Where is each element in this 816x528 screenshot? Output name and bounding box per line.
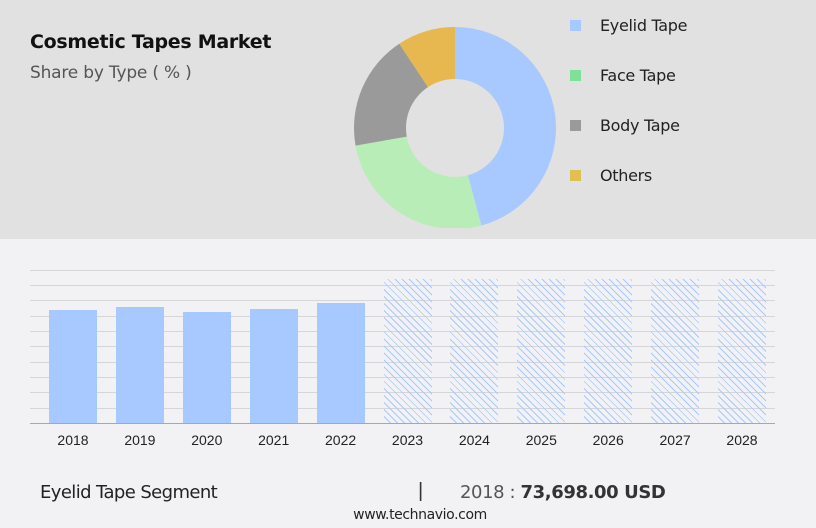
share-panel: Cosmetic Tapes Market Share by Type ( % … [0, 0, 816, 239]
forecast-bar-2028[interactable] [718, 279, 766, 423]
segment-value: 2018 : 73,698.00 USD [460, 482, 666, 503]
legend-swatch [570, 19, 581, 31]
forecast-bar-2026[interactable] [584, 279, 633, 423]
forecast-bar-2027[interactable] [651, 279, 700, 423]
x-axis-label: 2018 [57, 432, 89, 448]
legend-swatch [570, 119, 581, 131]
separator: | [418, 480, 424, 502]
legend-label: Face Tape [600, 65, 676, 85]
legend-item-body-tape[interactable]: Body Tape [570, 114, 770, 136]
chart-title: Cosmetic Tapes Market [30, 31, 272, 53]
x-axis-label: 2025 [525, 432, 557, 448]
donut-slice-face-tape[interactable] [355, 136, 482, 228]
source-url: www.technavio.com [353, 507, 487, 523]
donut-slice-others[interactable] [399, 27, 455, 88]
bar-2019[interactable] [115, 307, 164, 423]
donut-slice-body-tape[interactable] [354, 43, 428, 146]
x-axis-label: 2024 [458, 432, 490, 448]
x-axis-label: 2021 [258, 432, 290, 448]
x-axis-label: 2019 [124, 432, 156, 448]
legend-label: Others [600, 165, 652, 185]
bar-2020[interactable] [182, 312, 231, 423]
legend-label: Eyelid Tape [600, 15, 688, 35]
x-axis-label: 2023 [391, 432, 424, 448]
value-year: 2018 : [460, 482, 521, 503]
bar-chart: 2018 2019 2020 2021 2022 2023 2024 2025 2026 2027… [30, 262, 775, 462]
forecast-bar-2023[interactable] [383, 279, 432, 423]
legend-label: Body Tape [600, 115, 680, 135]
x-axis-label: 2020 [191, 432, 223, 448]
x-axis-label: 2026 [592, 432, 624, 448]
forecast-bar-2025[interactable] [517, 279, 566, 423]
legend-swatch [570, 169, 581, 181]
segment-label: Eyelid Tape Segment [40, 482, 218, 503]
legend-item-eyelid-tape[interactable]: Eyelid Tape [570, 14, 770, 36]
forecast-bar-2024[interactable] [450, 279, 499, 423]
legend-item-others[interactable]: Others [570, 164, 770, 186]
bar-2018[interactable] [49, 310, 97, 423]
bar-2022[interactable] [316, 303, 365, 423]
legend-swatch [570, 69, 581, 81]
x-axis-label: 2022 [325, 432, 357, 448]
x-axis-label: 2028 [726, 432, 758, 448]
donut-slice-eyelid-tape[interactable] [455, 27, 556, 226]
value-amount: 73,698.00 USD [520, 482, 666, 503]
bar-2021[interactable] [249, 309, 298, 423]
donut-chart [340, 20, 570, 228]
x-axis-label: 2027 [659, 432, 691, 448]
legend-item-face-tape[interactable]: Face Tape [570, 64, 770, 86]
chart-subtitle: Share by Type ( % ) [30, 63, 192, 83]
gridline [30, 270, 775, 271]
x-axis-baseline [30, 423, 775, 424]
